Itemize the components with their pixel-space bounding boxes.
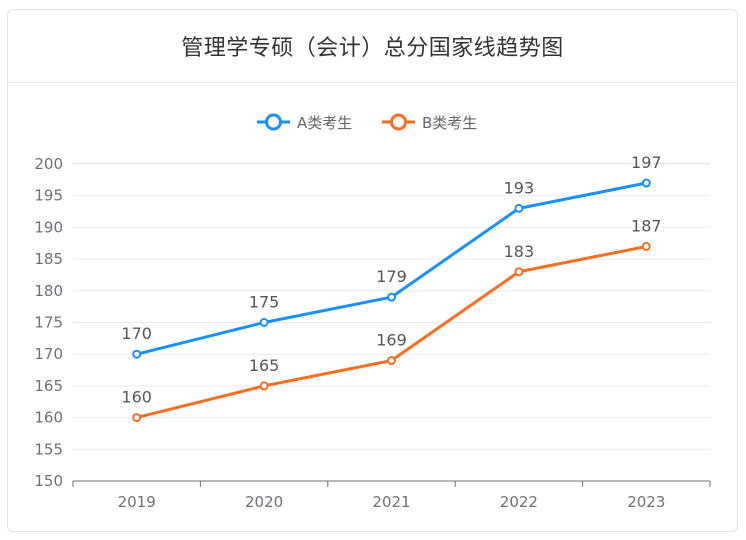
x-tick-label: 2020 bbox=[245, 493, 283, 511]
y-tick-label: 185 bbox=[34, 250, 63, 268]
y-tick-label: 150 bbox=[34, 472, 63, 490]
data-point bbox=[387, 292, 396, 302]
y-tick-label: 165 bbox=[34, 377, 63, 395]
legend-marker-2 bbox=[390, 113, 407, 131]
data-label: 169 bbox=[376, 331, 407, 350]
chart-card: 管理学专硕（会计）总分国家线趋势图 bbox=[7, 9, 738, 532]
data-point bbox=[514, 203, 524, 213]
x-tick-label: 2021 bbox=[372, 493, 410, 511]
series-layer: 170 175 179 193 197 160 165 169 183 187 bbox=[121, 153, 662, 423]
y-tick-label: 155 bbox=[34, 440, 63, 458]
x-tick-label: 2023 bbox=[627, 493, 665, 511]
data-label: 193 bbox=[504, 178, 535, 197]
data-point bbox=[132, 413, 142, 423]
data-point bbox=[641, 241, 651, 251]
data-point bbox=[514, 267, 524, 277]
data-label: 165 bbox=[249, 356, 280, 375]
data-label: 175 bbox=[249, 293, 280, 312]
data-point bbox=[387, 356, 396, 366]
y-tick-label: 160 bbox=[34, 409, 63, 427]
x-tick-label: 2022 bbox=[500, 493, 538, 511]
data-label: 179 bbox=[376, 267, 407, 286]
data-point bbox=[132, 349, 142, 359]
data-label: 170 bbox=[121, 324, 152, 343]
data-label: 197 bbox=[631, 153, 662, 172]
grid bbox=[73, 162, 710, 450]
y-tick-label: 190 bbox=[34, 218, 63, 236]
x-axis: 2019 2020 2021 2022 2023 bbox=[72, 480, 711, 511]
data-point bbox=[259, 318, 269, 327]
data-point bbox=[641, 178, 651, 188]
chart-title: 管理学专硕（会计）总分国家线趋势图 bbox=[181, 36, 564, 61]
legend-marker-1 bbox=[265, 113, 282, 131]
card-header: 管理学专硕（会计）总分国家线趋势图 bbox=[8, 10, 737, 83]
y-axis: 150 155 160 165 170 175 180 185 190 195 200 bbox=[34, 155, 63, 490]
y-tick-label: 180 bbox=[34, 282, 63, 300]
y-tick-label: 200 bbox=[34, 155, 63, 173]
legend: A类考生 B类考生 bbox=[257, 113, 477, 132]
data-label: 160 bbox=[121, 388, 152, 407]
data-point bbox=[259, 381, 269, 391]
data-label: 187 bbox=[631, 216, 662, 235]
legend-label-1: A类考生 bbox=[297, 114, 352, 132]
y-tick-label: 170 bbox=[34, 345, 63, 363]
data-label: 183 bbox=[504, 242, 535, 261]
y-tick-label: 195 bbox=[34, 187, 63, 205]
legend-label-2: B类考生 bbox=[422, 114, 477, 132]
x-tick-label: 2019 bbox=[118, 493, 156, 511]
y-tick-label: 175 bbox=[34, 314, 63, 332]
